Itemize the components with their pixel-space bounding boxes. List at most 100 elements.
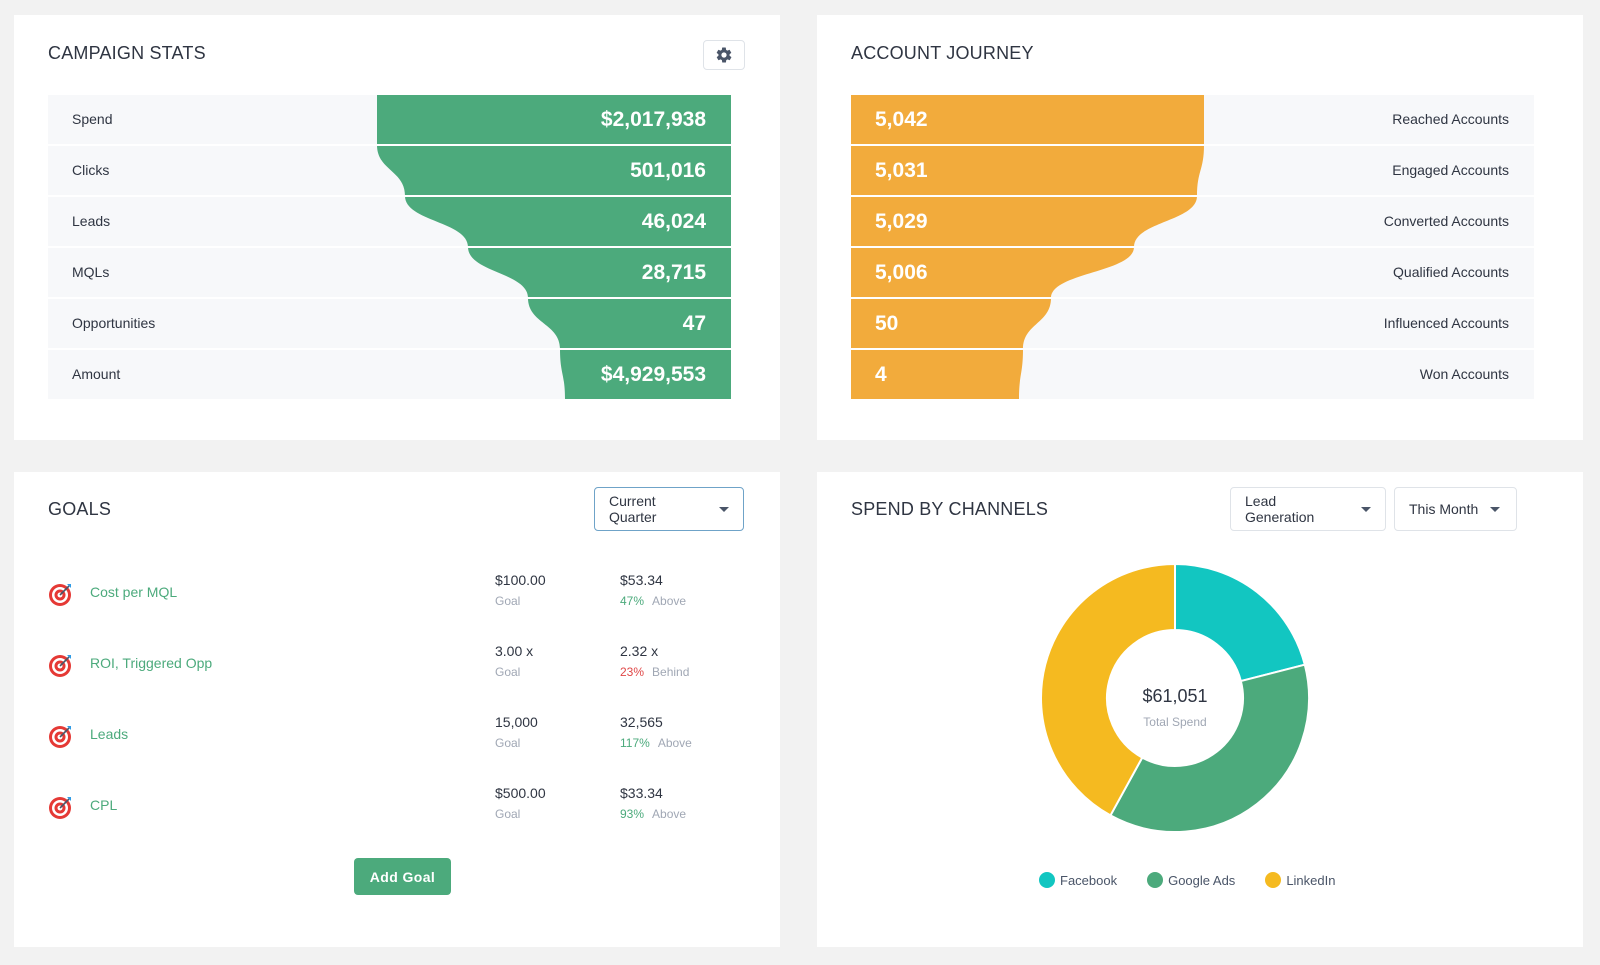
funnel-separator (851, 348, 1534, 350)
goal-target-label: Goal (495, 594, 521, 608)
funnel-label: Reached Accounts (1392, 111, 1509, 127)
goal-target-label: Goal (495, 736, 521, 750)
legend-swatch (1265, 872, 1282, 888)
funnel-value: 5,042 (875, 108, 928, 131)
donut-slice-facebook[interactable] (1174, 562, 1307, 683)
goal-percent: 23% (620, 665, 645, 679)
funnel-separator (851, 297, 1534, 299)
goal-status: Behind (652, 665, 690, 679)
goal-actual-value: 32,565 (620, 714, 663, 730)
donut-total-value: $61,051 (1142, 686, 1207, 706)
goal-target-value: 15,000 (495, 714, 538, 730)
funnel-label: Leads (72, 213, 111, 229)
funnel-label: Amount (72, 366, 121, 382)
funnel-separator (48, 348, 731, 350)
funnel-value: 47 (682, 312, 706, 335)
chevron-down-icon (1490, 506, 1501, 512)
goal-name[interactable]: ROI, Triggered Opp (90, 655, 213, 671)
funnel-label: Qualified Accounts (1393, 264, 1509, 280)
funnel-value: 46,024 (641, 210, 706, 233)
goal-row: Cost per MQL $100.00 Goal $53.34 47% Abov… (48, 572, 748, 622)
goal-target-value: $500.00 (495, 785, 546, 801)
goal-row: CPL $500.00 Goal $33.34 93% Above (48, 785, 748, 835)
chevron-down-icon (1361, 506, 1371, 512)
legend-item[interactable]: Google Ads (1147, 872, 1235, 888)
channel-type-dropdown-value: Lead Generation (1245, 493, 1315, 525)
spend-by-channels-title: SPEND BY CHANNELS (851, 499, 1049, 519)
funnel-label: MQLs (72, 264, 110, 280)
funnel-label: Won Accounts (1419, 366, 1509, 382)
goal-target: $100.00 Goal (495, 572, 546, 608)
legend-item[interactable]: LinkedIn (1265, 872, 1335, 888)
goal-name[interactable]: Leads (90, 726, 129, 742)
funnel-separator (851, 144, 1534, 146)
funnel-label: Engaged Accounts (1392, 162, 1509, 178)
funnel-separator (48, 195, 731, 197)
goal-target-label: Goal (495, 665, 521, 679)
donut-total-label: Total Spend (1143, 715, 1206, 729)
funnel-value: 5,006 (875, 261, 928, 284)
goal-target: 15,000 Goal (495, 714, 538, 750)
funnel-separator (851, 246, 1534, 248)
legend-swatch (1039, 872, 1055, 888)
period-dropdown-value: Current Quarter (609, 493, 657, 525)
channel-type-dropdown[interactable]: Lead Generation (1230, 487, 1386, 531)
funnel-label: Influenced Accounts (1383, 315, 1509, 331)
goal-actual-value: 2.32 x (620, 643, 659, 659)
goal-row: Leads 15,000 Goal 32,565 117% Above (48, 714, 748, 764)
target-icon (49, 584, 71, 606)
chart-legend: Facebook Google Ads LinkedIn (1039, 872, 1365, 888)
goal-target: $500.00 Goal (495, 785, 546, 821)
donut-slice-google-ads[interactable] (1109, 663, 1310, 833)
gear-icon (716, 47, 732, 63)
target-icon (49, 797, 71, 819)
goal-target-label: Goal (495, 807, 521, 821)
time-period-dropdown[interactable]: This Month (1394, 487, 1517, 531)
chevron-down-icon (719, 506, 729, 512)
goal-percent: 117% (620, 736, 650, 750)
target-icon (49, 726, 71, 748)
goal-actual-value: $53.34 (620, 572, 663, 588)
funnel-value: 50 (875, 312, 899, 335)
account-journey-title: ACCOUNT JOURNEY (851, 43, 1034, 63)
legend-label: Facebook (1060, 872, 1118, 888)
campaign-stats-title: CAMPAIGN STATS (48, 43, 206, 63)
time-period-dropdown-value: This Month (1409, 501, 1479, 517)
goal-status: Above (652, 807, 687, 821)
spend-by-channels-card: SPEND BY CHANNELS Lead Generation This M… (817, 472, 1583, 947)
funnel-label: Clicks (72, 162, 110, 178)
spend-donut-chart: $61,051 Total Spend (1040, 562, 1310, 833)
funnel-shape (48, 95, 731, 399)
funnel-label: Opportunities (72, 315, 156, 331)
account-journey-card: ACCOUNT JOURNEY Reached Accounts 5,042 Eng… (817, 15, 1583, 440)
funnel-shape (851, 95, 1534, 399)
goal-actual: $33.34 93% Above (620, 785, 686, 821)
funnel-value: $2,017,938 (600, 108, 706, 131)
funnel-separator (48, 144, 731, 146)
legend-swatch (1147, 872, 1164, 888)
funnel-value: 5,031 (875, 159, 928, 182)
legend-item[interactable]: Facebook (1039, 872, 1117, 888)
goal-status: Above (652, 594, 687, 608)
funnel-label: Spend (72, 111, 113, 127)
funnel-separator (851, 195, 1534, 197)
settings-button[interactable] (703, 40, 745, 70)
goals-title: GOALS (48, 499, 112, 519)
goal-target: 3.00 x Goal (495, 643, 533, 679)
goal-name[interactable]: CPL (90, 797, 118, 813)
add-goal-button[interactable]: Add Goal (354, 858, 451, 895)
funnel-value: 501,016 (630, 159, 706, 182)
goal-row: ROI, Triggered Opp 3.00 x Goal 2.32 x 23… (48, 643, 748, 693)
funnel-value: 28,715 (641, 261, 706, 284)
donut-slice-linkedin[interactable] (1040, 562, 1176, 817)
goal-actual: $53.34 47% Above (620, 572, 686, 608)
target-icon (49, 655, 71, 677)
period-dropdown[interactable]: Current Quarter (594, 487, 744, 531)
legend-label: LinkedIn (1286, 872, 1336, 888)
funnel-value: 4 (875, 363, 887, 386)
funnel-separator (48, 246, 731, 248)
goal-name[interactable]: Cost per MQL (90, 584, 178, 600)
goals-card: GOALS Current Quarter Cost per MQL $100.… (14, 472, 780, 947)
funnel-value: 5,029 (875, 210, 928, 233)
goal-target-value: 3.00 x (495, 643, 534, 659)
